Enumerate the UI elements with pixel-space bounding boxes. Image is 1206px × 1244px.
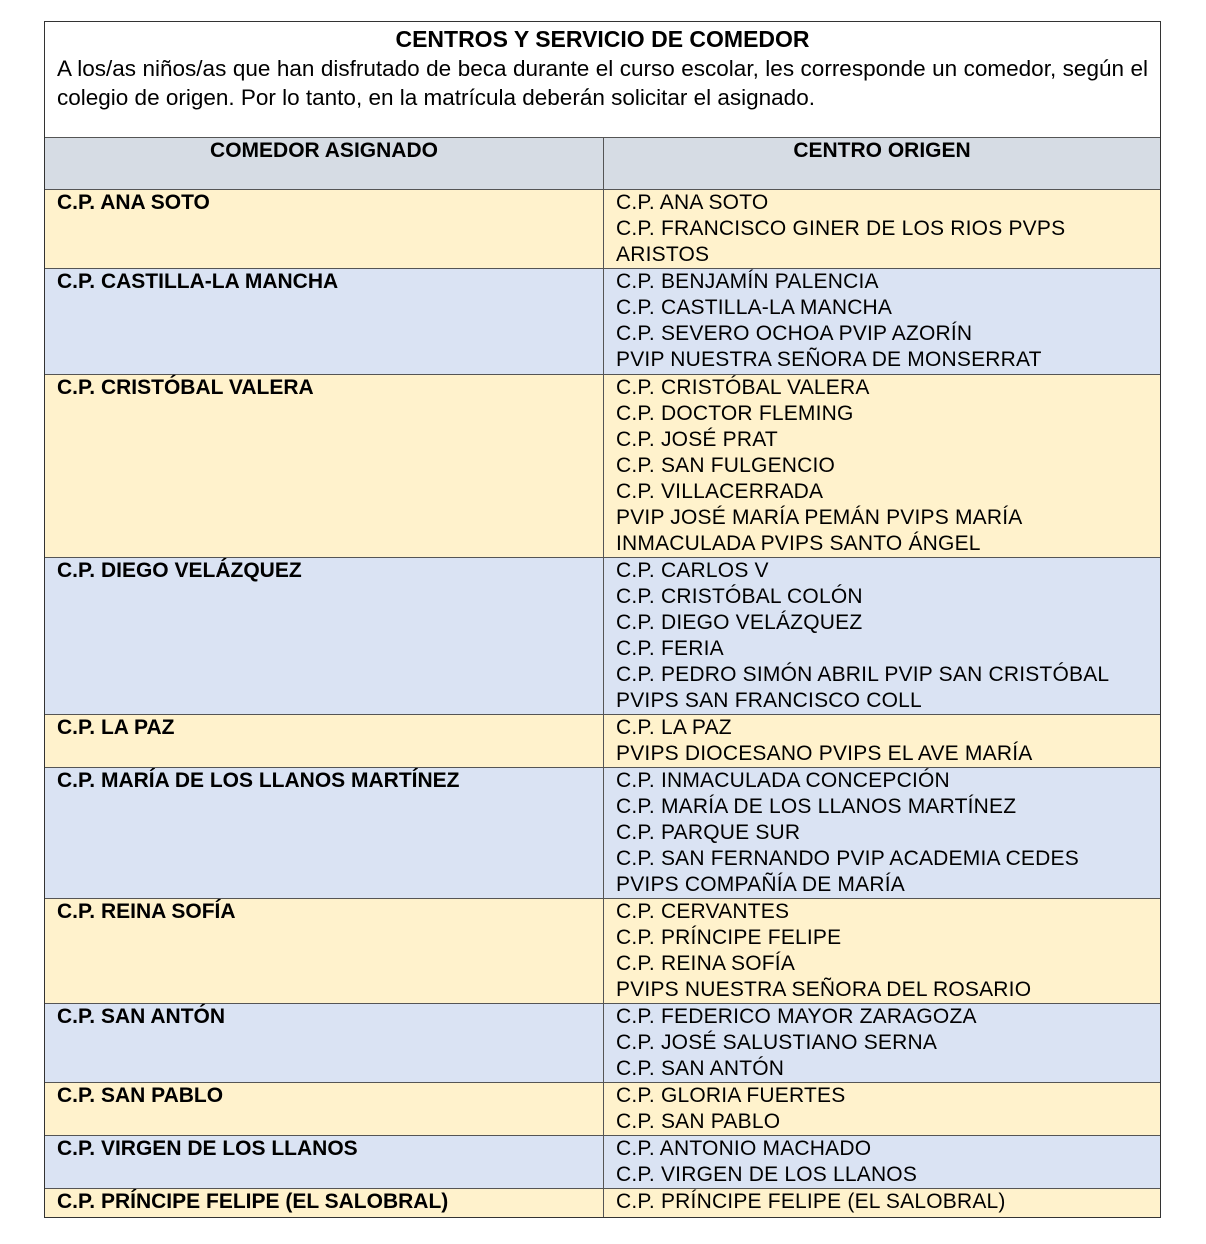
origin-center: C.P. DOCTOR FLEMING [616,402,854,425]
table-row: C.P. SAN ANTÓN C.P. FEDERICO MAYOR ZARAGO… [45,1004,1160,1083]
origin-center: C.P. SAN FULGENCIO [616,454,836,477]
assigned-comedor: C.P. REINA SOFÍA [57,900,236,923]
origin-cell: C.P. LA PAZ PVIPS DIOCESANO PVIPS EL AVE … [604,715,1160,767]
assigned-comedor: C.P. CRISTÓBAL VALERA [57,376,314,399]
origin-center: C.P. JOSÉ SALUSTIANO SERNA [616,1031,938,1054]
origin-cell: C.P. CRISTÓBAL VALERA C.P. DOCTOR FLEMING… [604,375,1160,557]
origin-center: PVIPS NUESTRA SEÑORA DEL ROSARIO [616,978,1032,1001]
assigned-cell: C.P. CASTILLA-LA MANCHA [45,269,604,374]
origin-center: C.P. PRÍNCIPE FELIPE [616,926,842,949]
origin-center: C.P. CRISTÓBAL VALERA [616,376,870,399]
origin-cell: C.P. ANTONIO MACHADO C.P. VIRGEN DE LOS L… [604,1136,1160,1188]
assigned-cell: C.P. DIEGO VELÁZQUEZ [45,558,604,714]
table-row: C.P. CRISTÓBAL VALERA C.P. CRISTÓBAL VALE… [45,375,1160,558]
origin-center: C.P. MARÍA DE LOS LLANOS MARTÍNEZ [616,795,1017,818]
table-row: C.P. CASTILLA-LA MANCHA C.P. BENJAMÍN PAL… [45,269,1160,375]
table-body: C.P. ANA SOTO C.P. ANA SOTO C.P. FRANCISCO… [45,190,1160,1217]
origin-center: C.P. DIEGO VELÁZQUEZ [616,611,863,634]
origin-cell: C.P. ANA SOTO C.P. FRANCISCO GINER DE LOS… [604,190,1160,268]
assigned-comedor: C.P. ANA SOTO [57,191,210,214]
origin-center: PVIPS SAN FRANCISCO COLL [616,689,922,712]
header-centro-origen: CENTRO ORIGEN [793,139,971,162]
table-row: C.P. ANA SOTO C.P. ANA SOTO C.P. FRANCISCO… [45,190,1160,269]
origin-center: C.P. PRÍNCIPE FELIPE (EL SALOBRAL) [616,1190,1006,1213]
origin-center: C.P. FEDERICO MAYOR ZARAGOZA [616,1005,977,1028]
header-comedor-asignado: COMEDOR ASIGNADO [45,138,604,189]
origin-cell: C.P. CARLOS V C.P. CRISTÓBAL COLÓN C.P. DI… [604,558,1160,714]
origin-center: C.P. FERIA [616,637,724,660]
intro-section: CENTROS Y SERVICIO DE COMEDOR A los/as n… [45,22,1160,138]
document-title: CENTROS Y SERVICIO DE COMEDOR [395,26,810,52]
origin-center: C.P. PEDRO SIMÓN ABRIL PVIP SAN CRISTÓBA… [616,663,1110,686]
table-row: C.P. DIEGO VELÁZQUEZ C.P. CARLOS V C.P. CR… [45,558,1160,715]
origin-center: C.P. SAN ANTÓN [616,1057,785,1080]
assigned-cell: C.P. VIRGEN DE LOS LLANOS [45,1136,604,1188]
table-row: C.P. SAN PABLO C.P. GLORIA FUERTES C.P. SA… [45,1083,1160,1136]
origin-center: C.P. REINA SOFÍA [616,952,796,975]
assigned-cell: C.P. ANA SOTO [45,190,604,268]
origin-center: C.P. JOSÉ PRAT [616,428,778,451]
origin-cell: C.P. BENJAMÍN PALENCIA C.P. CASTILLA-LA M… [604,269,1160,374]
origin-center: PVIP NUESTRA SEÑORA DE MONSERRAT [616,348,1042,371]
assigned-comedor: C.P. VIRGEN DE LOS LLANOS [57,1137,358,1160]
origin-center: C.P. CARLOS V [616,559,769,582]
table-row: C.P. MARÍA DE LOS LLANOS MARTÍNEZ C.P. IN… [45,768,1160,899]
assigned-comedor: C.P. CASTILLA-LA MANCHA [57,270,339,293]
origin-center: PVIPS DIOCESANO PVIPS EL AVE MARÍA [616,742,1033,765]
assigned-comedor: C.P. DIEGO VELÁZQUEZ [57,559,302,582]
assigned-comedor: C.P. LA PAZ [57,716,175,739]
origin-center: C.P. BENJAMÍN PALENCIA [616,270,879,293]
origin-center: C.P. VILLACERRADA [616,480,824,503]
origin-center: C.P. FRANCISCO GINER DE LOS RIOS PVPS [616,217,1066,240]
origin-center: C.P. LA PAZ [616,716,732,739]
origin-cell: C.P. GLORIA FUERTES C.P. SAN PABLO [604,1083,1160,1135]
origin-center: C.P. CRISTÓBAL COLÓN [616,585,863,608]
comedor-document: CENTROS Y SERVICIO DE COMEDOR A los/as n… [44,21,1161,1218]
assigned-cell: C.P. LA PAZ [45,715,604,767]
origin-center: C.P. ANTONIO MACHADO [616,1137,872,1160]
assigned-comedor: C.P. PRÍNCIPE FELIPE (EL SALOBRAL) [57,1190,449,1213]
origin-center: PVIPS COMPAÑÍA DE MARÍA [616,873,905,896]
assigned-cell: C.P. REINA SOFÍA [45,899,604,1003]
origin-cell: C.P. INMACULADA CONCEPCIÓN C.P. MARÍA DE … [604,768,1160,898]
origin-center: C.P. SAN PABLO [616,1110,781,1133]
origin-center: C.P. INMACULADA CONCEPCIÓN [616,769,950,792]
origin-center: C.P. CASTILLA-LA MANCHA [616,296,893,319]
origin-center: PVIP JOSÉ MARÍA PEMÁN PVIPS MARÍA [616,506,1023,529]
origin-center: C.P. CERVANTES [616,900,790,923]
origin-center: C.P. SAN FERNANDO PVIP ACADEMIA CEDES [616,847,1079,870]
assigned-cell: C.P. MARÍA DE LOS LLANOS MARTÍNEZ [45,768,604,898]
table-header-row: COMEDOR ASIGNADO CENTRO ORIGEN [45,138,1160,190]
table-row: C.P. REINA SOFÍA C.P. CERVANTES C.P. PRÍNC… [45,899,1160,1004]
origin-center: C.P. GLORIA FUERTES [616,1084,846,1107]
assigned-comedor: C.P. SAN ANTÓN [57,1005,226,1028]
origin-center: C.P. ANA SOTO [616,191,769,214]
origin-center: C.P. VIRGEN DE LOS LLANOS [616,1163,918,1186]
origin-center: INMACULADA PVIPS SANTO ÁNGEL [616,532,981,555]
table-row: C.P. PRÍNCIPE FELIPE (EL SALOBRAL) C.P. P… [45,1189,1160,1217]
origin-cell: C.P. FEDERICO MAYOR ZARAGOZA C.P. JOSÉ SA… [604,1004,1160,1082]
assigned-comedor: C.P. SAN PABLO [57,1084,224,1107]
assigned-comedor: C.P. MARÍA DE LOS LLANOS MARTÍNEZ [57,769,460,792]
table-row: C.P. LA PAZ C.P. LA PAZ PVIPS DIOCESANO PV… [45,715,1160,768]
assigned-cell: C.P. SAN PABLO [45,1083,604,1135]
assigned-cell: C.P. SAN ANTÓN [45,1004,604,1082]
origin-center: ARISTOS [616,243,710,266]
origin-center: C.P. PARQUE SUR [616,821,801,844]
intro-paragraph: A los/as niños/as que han disfrutado de … [57,56,1148,110]
origin-cell: C.P. PRÍNCIPE FELIPE (EL SALOBRAL) [604,1189,1160,1217]
origin-center: C.P. SEVERO OCHOA PVIP AZORÍN [616,322,973,345]
origin-cell: C.P. CERVANTES C.P. PRÍNCIPE FELIPE C.P. R… [604,899,1160,1003]
assigned-cell: C.P. PRÍNCIPE FELIPE (EL SALOBRAL) [45,1189,604,1217]
table-row: C.P. VIRGEN DE LOS LLANOS C.P. ANTONIO MA… [45,1136,1160,1189]
assigned-cell: C.P. CRISTÓBAL VALERA [45,375,604,557]
